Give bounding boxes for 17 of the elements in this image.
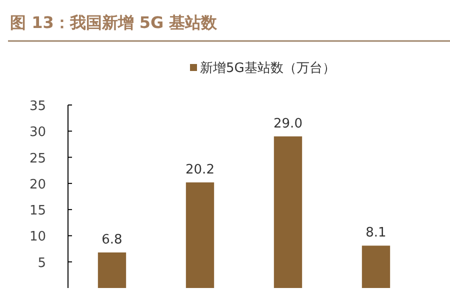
data-label: 6.8 bbox=[102, 232, 122, 248]
data-label: 29.0 bbox=[274, 116, 302, 132]
bar bbox=[186, 182, 214, 288]
bar bbox=[98, 252, 126, 288]
y-tick-label: 20 bbox=[29, 177, 46, 192]
bar bbox=[274, 136, 302, 288]
data-label: 20.2 bbox=[186, 162, 214, 178]
data-label: 8.1 bbox=[366, 226, 386, 241]
legend-label: 新增5G基站数（万台） bbox=[200, 61, 336, 76]
y-tick-label: 35 bbox=[29, 99, 46, 114]
y-tick-label: 15 bbox=[29, 204, 46, 219]
y-tick-label: 5 bbox=[38, 256, 46, 271]
bar bbox=[362, 246, 390, 288]
chart-title: 图 13：我国新增 5G 基站数 bbox=[10, 13, 218, 32]
y-tick-label: 30 bbox=[29, 125, 46, 140]
y-tick-label: 10 bbox=[29, 230, 46, 245]
y-tick-label: 25 bbox=[29, 151, 46, 166]
